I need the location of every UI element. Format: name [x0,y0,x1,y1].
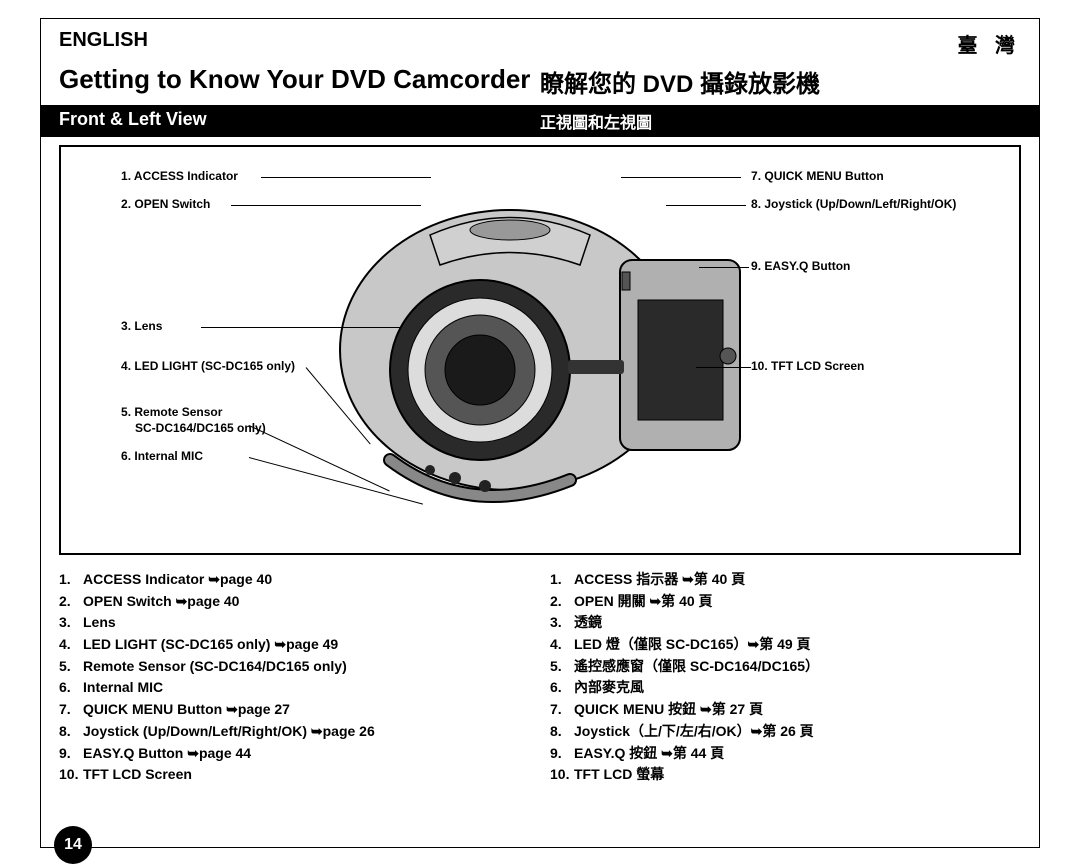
callout-label: TFT LCD Screen [771,359,864,373]
callout-label: OPEN Switch [134,197,210,211]
callout-num: 8 [751,197,758,211]
callout-5: 5. Remote Sensor SC-DC164/DC165 only) [121,405,266,436]
section-english: Front & Left View [59,109,540,133]
callout-9: 9. EASY.Q Button [751,259,850,275]
section-bar: Front & Left View 正視圖和左視圖 [41,105,1039,137]
list-item: 1.ACCESS 指示器 ➥第 40 頁 [550,569,1021,591]
list-english: 1.ACCESS Indicator ➥page 402.OPEN Switch… [59,569,530,786]
callout-label: Joystick (Up/Down/Left/Right/OK) [764,197,956,211]
page-frame: ENGLISH 臺 灣 Getting to Know Your DVD Cam… [40,18,1040,848]
list-item: 3.Lens [59,612,530,634]
callout-num: 1 [121,169,128,183]
language-taiwan: 臺 灣 [957,29,1021,58]
list-item: 4.LED LIGHT (SC-DC165 only) ➥page 49 [59,634,530,656]
callout-num: 5 [121,405,128,419]
callout-num: 2 [121,197,128,211]
callout-num: 7 [751,169,758,183]
callout-4: 4. LED LIGHT (SC-DC165 only) [121,359,295,375]
list-item: 2.OPEN 開關 ➥第 40 頁 [550,591,1021,613]
callout-label: LED LIGHT (SC-DC165 only) [134,359,295,373]
list-item: 7.QUICK MENU Button ➥page 27 [59,699,530,721]
list-item: 9.EASY.Q 按鈕 ➥第 44 頁 [550,743,1021,765]
title-chinese: 瞭解您的 DVD 攝錄放影機 [540,64,1021,99]
callout-7: 7. QUICK MENU Button [751,169,884,185]
callout-label: EASY.Q Button [764,259,850,273]
callout-num: 3 [121,319,128,333]
callout-label: QUICK MENU Button [764,169,883,183]
list-item: 9.EASY.Q Button ➥page 44 [59,743,530,765]
callout-label: Lens [134,319,162,333]
list-item: 1.ACCESS Indicator ➥page 40 [59,569,530,591]
callout-6: 6. Internal MIC [121,449,203,465]
callout-1: 1. ACCESS Indicator [121,169,238,185]
list-item: 5.Remote Sensor (SC-DC164/DC165 only) [59,656,530,678]
callout-10: 10. TFT LCD Screen [751,359,864,375]
title-row: Getting to Know Your DVD Camcorder 瞭解您的 … [41,64,1039,99]
callout-num: 9 [751,259,758,273]
list-item: 10.TFT LCD Screen [59,764,530,786]
callout-sub: SC-DC164/DC165 only) [135,421,266,435]
diagram-box: 1. ACCESS Indicator 2. OPEN Switch 3. Le… [59,145,1021,555]
list-item: 8.Joystick (Up/Down/Left/Right/OK) ➥page… [59,721,530,743]
lower-lists: 1.ACCESS Indicator ➥page 402.OPEN Switch… [41,563,1039,786]
callout-8: 8. Joystick (Up/Down/Left/Right/OK) [751,197,956,213]
list-item: 2.OPEN Switch ➥page 40 [59,591,530,613]
header-row: ENGLISH 臺 灣 [41,19,1039,64]
list-item: 5.遙控感應窗（僅限 SC-DC164/DC165） [550,656,1021,678]
callout-label: Remote Sensor [134,405,222,419]
list-item: 10.TFT LCD 螢幕 [550,764,1021,786]
list-item: 7.QUICK MENU 按鈕 ➥第 27 頁 [550,699,1021,721]
page-number-badge: 14 [54,826,92,864]
section-chinese: 正視圖和左視圖 [540,109,1021,133]
list-chinese: 1.ACCESS 指示器 ➥第 40 頁2.OPEN 開關 ➥第 40 頁3.透… [550,569,1021,786]
callout-3: 3. Lens [121,319,162,335]
camcorder-illustration [320,180,760,520]
language-english: ENGLISH [59,29,148,58]
page-number: 14 [64,836,82,854]
callout-label: Internal MIC [134,449,203,463]
list-item: 6.Internal MIC [59,677,530,699]
callout-num: 10 [751,359,764,373]
list-item: 8.Joystick（上/下/左/右/OK）➥第 26 頁 [550,721,1021,743]
callout-2: 2. OPEN Switch [121,197,210,213]
callout-label: ACCESS Indicator [134,169,238,183]
callout-num: 6 [121,449,128,463]
callout-num: 4 [121,359,128,373]
list-item: 6.內部麥克風 [550,677,1021,699]
list-item: 4.LED 燈（僅限 SC-DC165）➥第 49 頁 [550,634,1021,656]
list-item: 3.透鏡 [550,612,1021,634]
title-english: Getting to Know Your DVD Camcorder [59,64,540,99]
